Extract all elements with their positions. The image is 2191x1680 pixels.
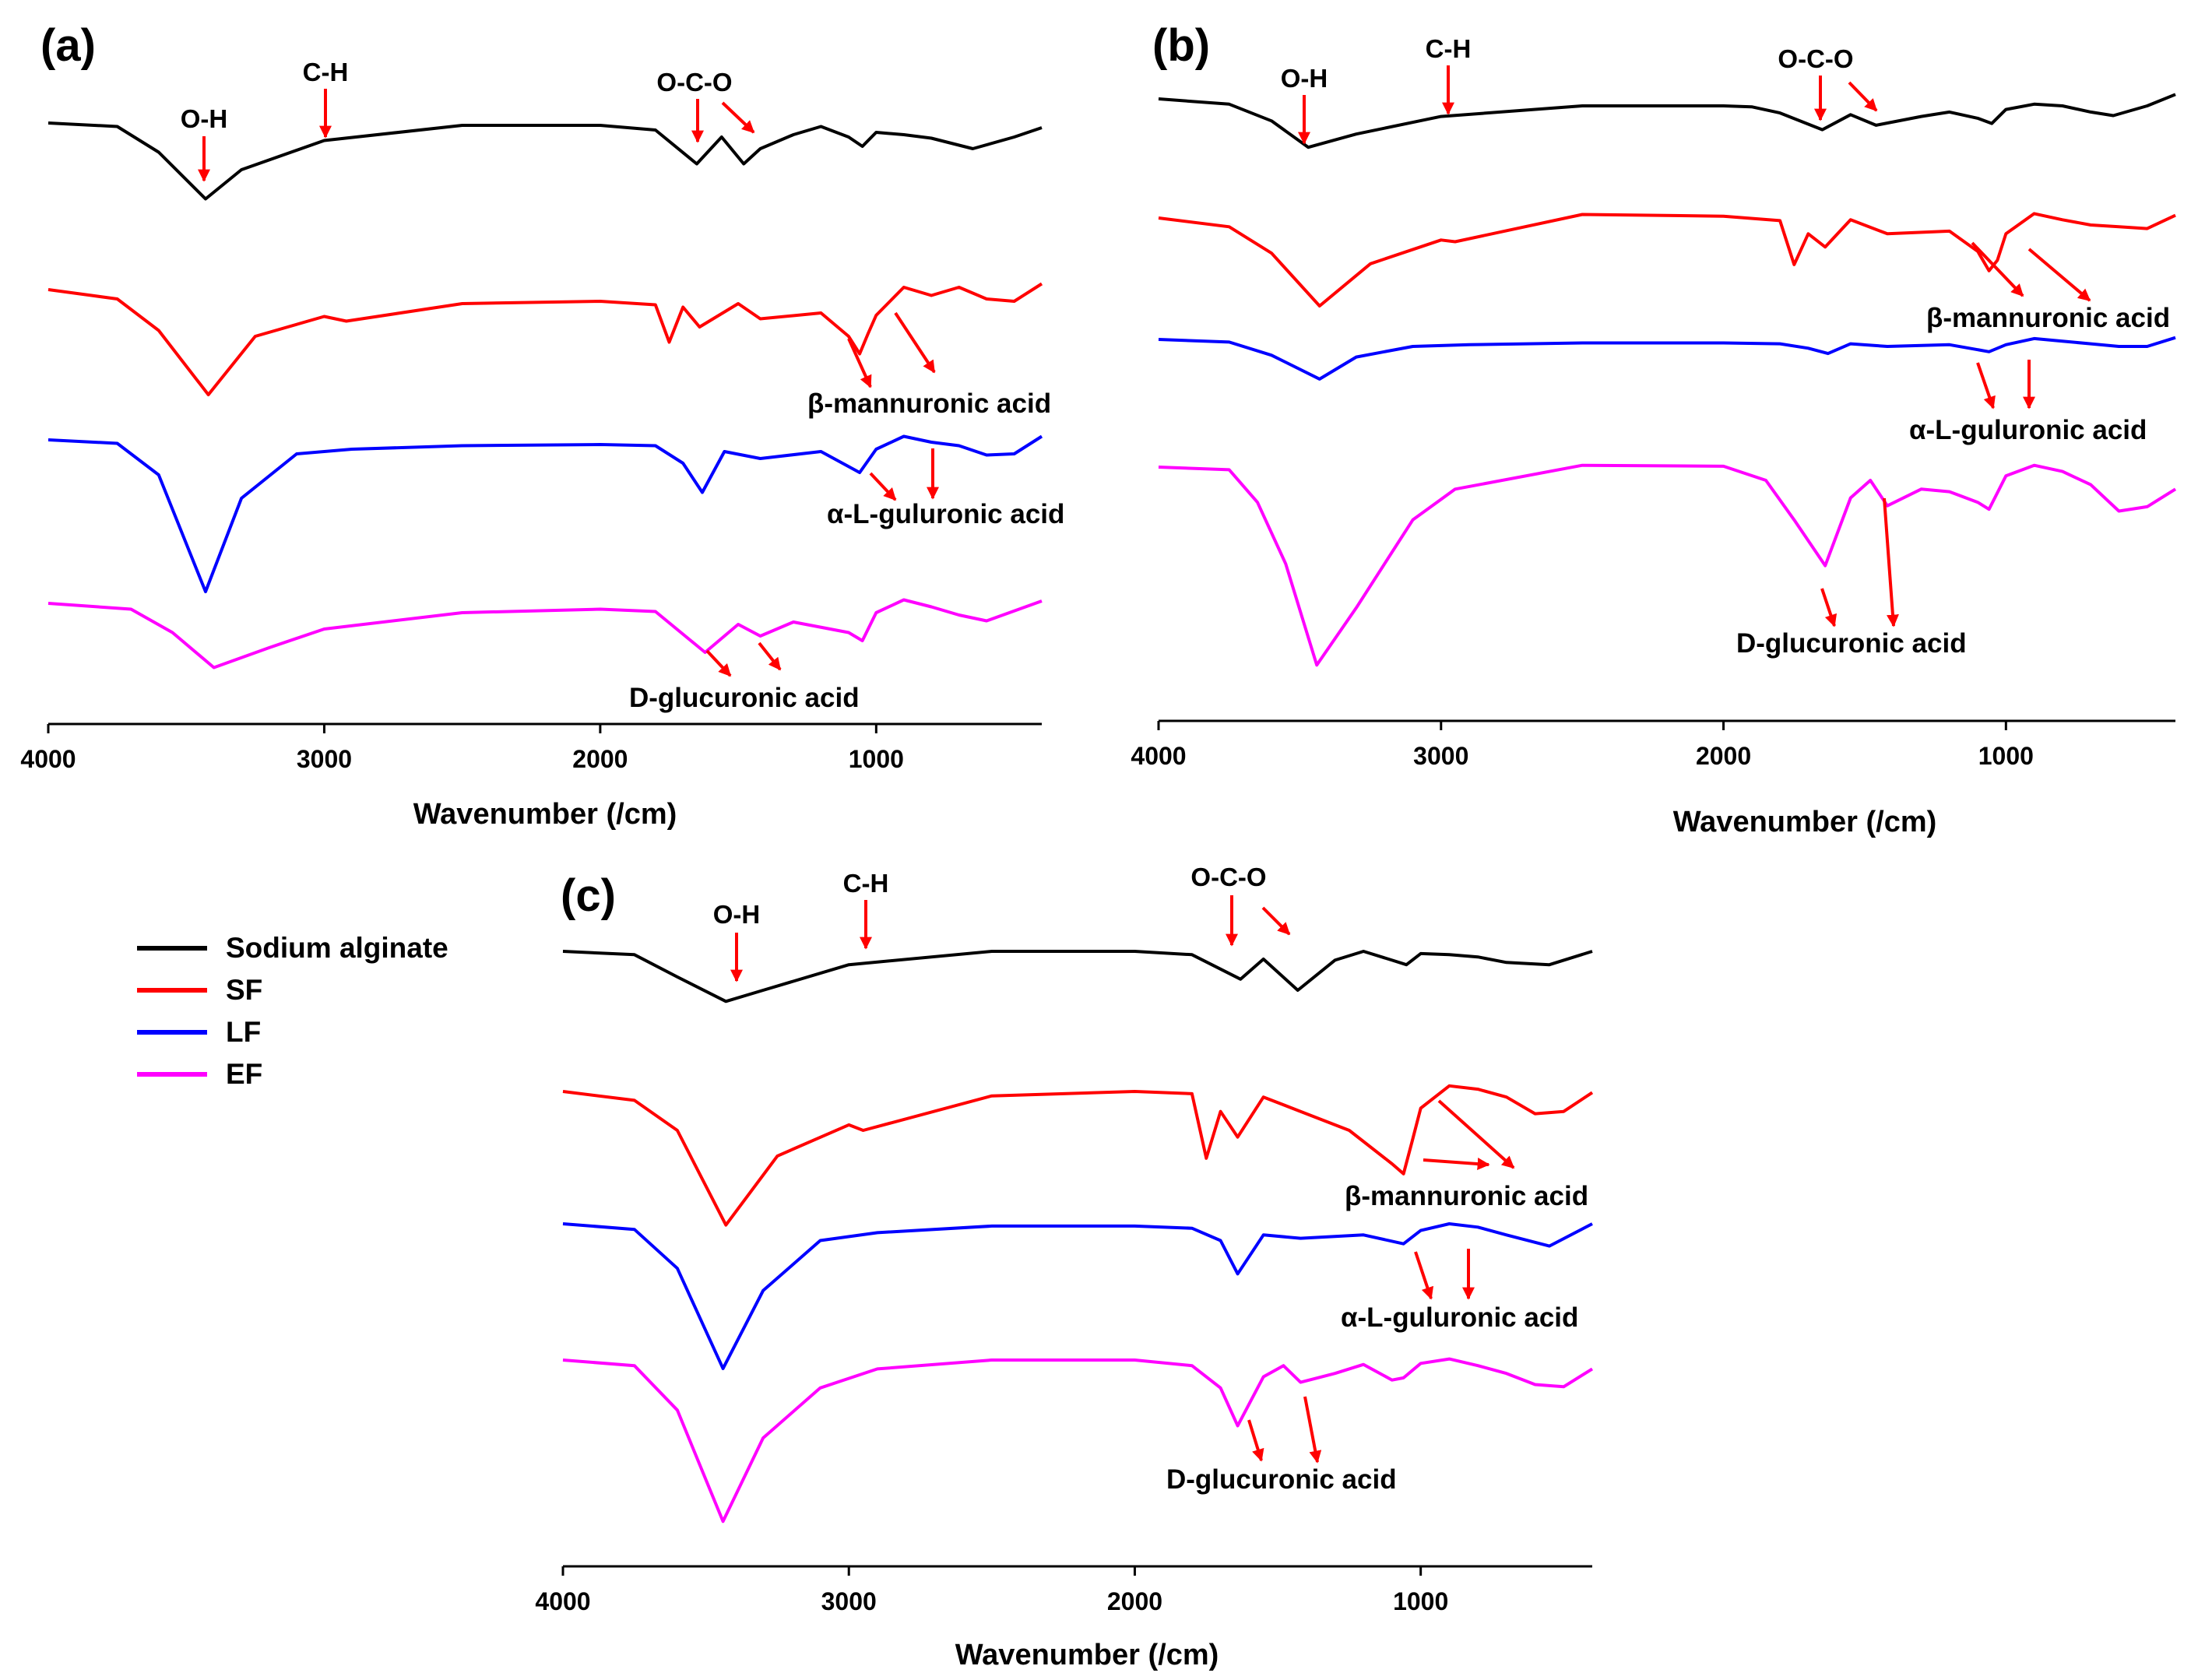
x-tick-label-4000-a: 4000	[20, 745, 76, 773]
oh-label-a: O-H	[181, 104, 228, 133]
mannuronic-arrow-b-2	[2027, 248, 2091, 302]
mannuronic-label-b: β-mannuronic acid	[1926, 303, 2170, 333]
panel-c-annotations: O-H C-H O-C-O β-mannuronic acid α-L-gulu…	[713, 863, 1588, 1495]
series-line-ef-c	[562, 1357, 1594, 1524]
legend-label-sodium-alginate: Sodium alginate	[226, 932, 448, 964]
glucuronic-arrow-a-2	[758, 641, 782, 671]
legend-item-ef: EF	[137, 1058, 262, 1090]
oco-arrow-a-2	[721, 101, 755, 134]
panel-a-annotations: O-H C-H O-C-O β-mannuronic acid α-L-gulu…	[181, 58, 1065, 713]
series-line-sf-a	[47, 282, 1043, 396]
x-tick-label-2000-a: 2000	[572, 745, 628, 773]
series-line-sodium-alginate-c	[562, 950, 1593, 1003]
glucuronic-label-c: D-glucuronic acid	[1166, 1464, 1397, 1495]
mannuronic-label-c: β-mannuronic acid	[1345, 1181, 1588, 1211]
series-line-sodium-alginate-b	[1158, 93, 2176, 149]
x-tick-label-1000-a: 1000	[849, 745, 904, 773]
oh-label-c: O-H	[713, 900, 761, 929]
glucuronic-arrow-b-1	[1820, 588, 1838, 627]
x-tick-label-4000-b: 4000	[1131, 742, 1186, 770]
ch-label-b: C-H	[1426, 34, 1472, 63]
ch-label-a: C-H	[303, 58, 349, 86]
x-tick-label-2000-c: 2000	[1107, 1587, 1162, 1615]
panel-a: (a) 4000 3000 2000 1000 Wavenumber (/cm) O-…	[20, 20, 1064, 831]
oco-label-c: O-C-O	[1190, 863, 1266, 891]
mannuronic-arrow-c-2	[1437, 1099, 1515, 1169]
series-line-sodium-alginate-a	[47, 121, 1043, 201]
x-axis-title-c: Wavenumber (/cm)	[955, 1639, 1219, 1671]
oco-label-b: O-C-O	[1778, 44, 1853, 73]
panel-a-series	[47, 121, 1043, 670]
guluronic-label-c: α-L-guluronic acid	[1341, 1302, 1578, 1333]
guluronic-label-a: α-L-guluronic acid	[827, 499, 1064, 529]
series-line-lf-c	[562, 1222, 1593, 1370]
x-tick-label-1000-c: 1000	[1393, 1587, 1448, 1615]
panel-b-series	[1158, 93, 2177, 667]
panel-a-x-axis: 4000 3000 2000 1000	[20, 722, 1042, 773]
glucuronic-arrow-c-2	[1303, 1396, 1322, 1464]
oco-label-a: O-C-O	[656, 68, 732, 97]
guluronic-arrow-a-1	[869, 472, 897, 501]
glucuronic-label-b: D-glucuronic acid	[1736, 628, 1967, 659]
legend-label-sf: SF	[226, 974, 262, 1006]
mannuronic-arrow-c-1	[1423, 1157, 1490, 1170]
x-tick-label-3000-c: 3000	[821, 1587, 877, 1615]
panel-b: (b) 4000 3000 2000 1000 Wavenumber (/cm) O-…	[1131, 20, 2177, 838]
guluronic-arrow-b-1	[1976, 362, 1996, 409]
glucuronic-arrow-b-2	[1883, 497, 1899, 627]
legend-item-sf: SF	[137, 974, 262, 1006]
legend-item-sodium-alginate: Sodium alginate	[137, 932, 448, 964]
x-tick-label-3000-b: 3000	[1413, 742, 1468, 770]
x-axis-title-b: Wavenumber (/cm)	[1673, 806, 1937, 838]
panel-label-a: (a)	[40, 20, 96, 71]
mannuronic-arrow-a-2	[894, 311, 936, 374]
series-line-sf-b	[1158, 212, 2176, 308]
oco-arrow-c-2	[1261, 906, 1291, 936]
series-line-lf-a	[47, 434, 1043, 593]
legend-label-ef: EF	[226, 1058, 262, 1090]
x-tick-label-3000-a: 3000	[297, 745, 352, 773]
panel-c-x-axis: 4000 3000 2000 1000	[535, 1565, 1592, 1615]
panel-c: (c) 4000 3000 2000 1000 Wavenumber (/cm) O-…	[535, 863, 1594, 1671]
x-tick-label-4000-c: 4000	[535, 1587, 590, 1615]
oh-label-b: O-H	[1281, 64, 1328, 93]
panel-c-series	[562, 950, 1594, 1524]
guluronic-arrow-c-1	[1414, 1251, 1434, 1300]
series-line-sf-c	[562, 1084, 1594, 1227]
panel-label-c: (c)	[561, 870, 616, 921]
legend: Sodium alginate SF LF EF	[137, 932, 448, 1090]
panel-b-annotations: O-H C-H O-C-O β-mannuronic acid α-L-gulu…	[1281, 34, 2170, 659]
series-line-lf-b	[1158, 336, 2176, 381]
glucuronic-label-a: D-glucuronic acid	[629, 683, 860, 713]
ch-label-c: C-H	[843, 869, 889, 898]
series-line-ef-b	[1158, 463, 2177, 667]
x-tick-label-1000-b: 1000	[1978, 742, 2034, 770]
glucuronic-arrow-c-1	[1247, 1419, 1264, 1462]
mannuronic-label-a: β-mannuronic acid	[807, 388, 1051, 419]
legend-label-lf: LF	[226, 1016, 261, 1048]
panel-label-b: (b)	[1152, 20, 1210, 71]
series-line-ef-a	[47, 598, 1043, 670]
mannuronic-arrow-b-1	[1971, 241, 2024, 297]
x-axis-title-a: Wavenumber (/cm)	[413, 798, 677, 831]
panel-b-x-axis: 4000 3000 2000 1000	[1131, 719, 2175, 770]
mannuronic-arrow-a-1	[847, 338, 872, 388]
oco-arrow-b-2	[1848, 81, 1878, 112]
glucuronic-arrow-a-1	[705, 649, 732, 677]
x-tick-label-2000-b: 2000	[1696, 742, 1751, 770]
guluronic-label-b: α-L-guluronic acid	[1909, 415, 2147, 445]
legend-item-lf: LF	[137, 1016, 261, 1048]
